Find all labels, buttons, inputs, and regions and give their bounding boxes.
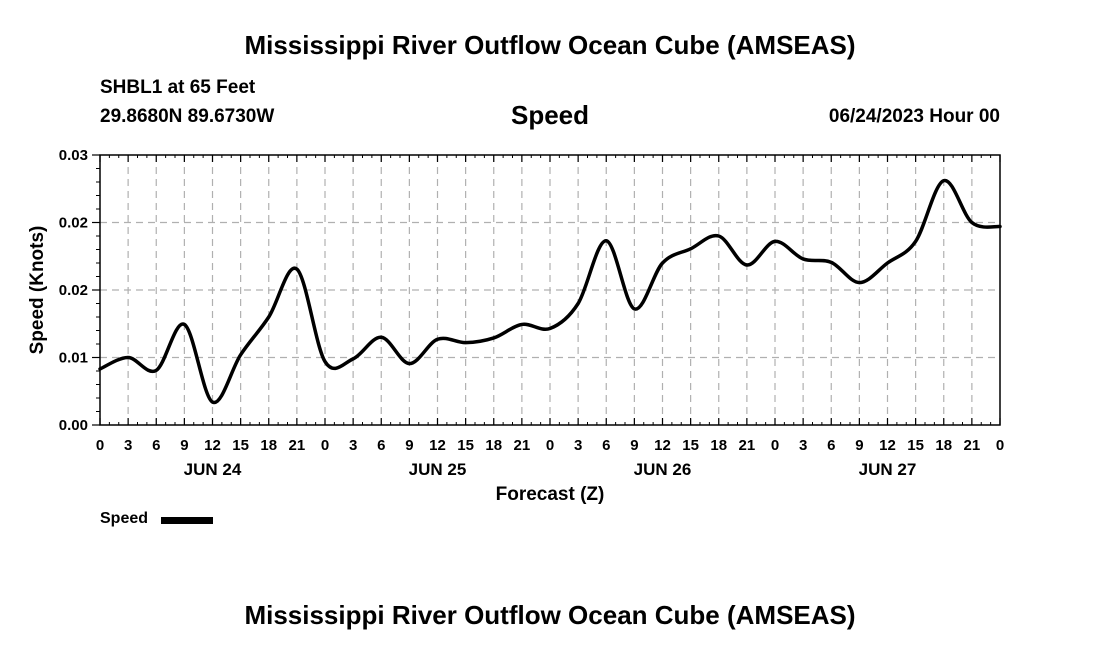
x-tick-label: 0 [546,437,554,454]
chart-title: Mississippi River Outflow Ocean Cube (AM… [244,30,856,60]
y-tick-label: 0.03 [59,147,88,164]
legend-swatch [161,517,213,524]
x-tick-label: 21 [739,437,756,454]
x-tick-label: 0 [771,437,779,454]
x-tick-label: 9 [405,437,413,454]
x-date-label: JUN 25 [409,460,467,479]
x-axis-label: Forecast (Z) [496,484,605,505]
y-tick-label: 0.02 [59,282,88,299]
x-tick-label: 0 [321,437,329,454]
y-tick-label: 0.01 [59,350,88,367]
x-tick-label: 18 [485,437,502,454]
y-axis-label: Speed (Knots) [27,226,48,355]
axis-labels: 0 3 6 9 12 15 18 21 0 3 6 9 12 15 18 21 0 3 6 9 12 15 18 21 0 3 6 9… [59,147,1004,479]
x-tick-label: 15 [232,437,249,454]
x-tick-label: 9 [180,437,188,454]
x-tick-label: 21 [289,437,306,454]
datetime-label: 06/24/2023 Hour 00 [828,106,1000,127]
x-tick-label: 3 [574,437,582,454]
station-label: SHBL1 at 65 Feet [100,77,256,98]
x-tick-label: 3 [349,437,357,454]
gridlines [100,155,1000,425]
x-tick-label: 12 [879,437,896,454]
y-tick-label: 0.00 [59,417,88,434]
footer-title: Mississippi River Outflow Ocean Cube (AM… [244,600,856,630]
x-tick-label: 18 [260,437,277,454]
x-tick-label: 12 [429,437,446,454]
axis-ticks [92,154,1001,426]
x-tick-label: 6 [602,437,610,454]
x-tick-label: 21 [964,437,981,454]
legend-label: Speed [100,510,149,527]
x-tick-label: 18 [935,437,952,454]
x-tick-label: 0 [996,437,1004,454]
x-tick-label: 6 [827,437,835,454]
x-tick-label: 3 [124,437,132,454]
x-tick-label: 15 [682,437,699,454]
x-tick-label: 0 [96,437,104,454]
x-tick-label: 18 [710,437,727,454]
x-date-label: JUN 26 [634,460,692,479]
x-tick-label: 9 [630,437,638,454]
x-tick-label: 3 [799,437,807,454]
variable-title: Speed [510,100,590,130]
coordinates-label: 29.8680N 89.6730W [100,106,275,127]
x-date-label: JUN 27 [859,460,917,479]
x-tick-label: 12 [204,437,221,454]
y-tick-label: 0.02 [59,215,88,232]
x-tick-label: 6 [152,437,160,454]
x-tick-label: 6 [377,437,385,454]
x-date-label: JUN 24 [184,460,242,479]
x-tick-label: 15 [907,437,924,454]
x-tick-label: 12 [654,437,671,454]
x-tick-label: 15 [457,437,474,454]
x-tick-label: 9 [855,437,863,454]
x-tick-label: 21 [514,437,531,454]
speed-series-line [98,178,1002,404]
